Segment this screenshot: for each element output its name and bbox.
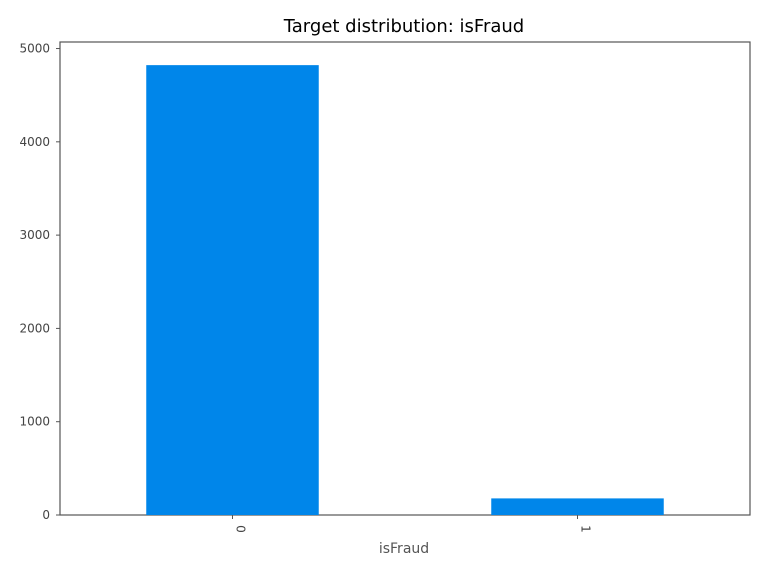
- y-tick-label: 2000: [19, 321, 50, 335]
- y-tick-label: 1000: [19, 415, 50, 429]
- y-tick-label: 0: [42, 508, 50, 522]
- y-tick-label: 4000: [19, 135, 50, 149]
- chart-title: Target distribution: isFraud: [283, 16, 524, 37]
- bar-0: [146, 65, 319, 515]
- y-tick-label: 5000: [19, 42, 50, 56]
- x-tick-label: 0: [234, 525, 248, 533]
- plot-area-frame: [59, 41, 751, 516]
- y-tick-label: 3000: [19, 228, 50, 242]
- y-axis: 0 1000 2000 3000 4000 5000: [19, 42, 60, 522]
- bar-series: [146, 65, 664, 515]
- x-tick-label: 1: [579, 525, 593, 533]
- x-axis-label: isFraud: [379, 541, 429, 557]
- bar-1: [491, 498, 664, 515]
